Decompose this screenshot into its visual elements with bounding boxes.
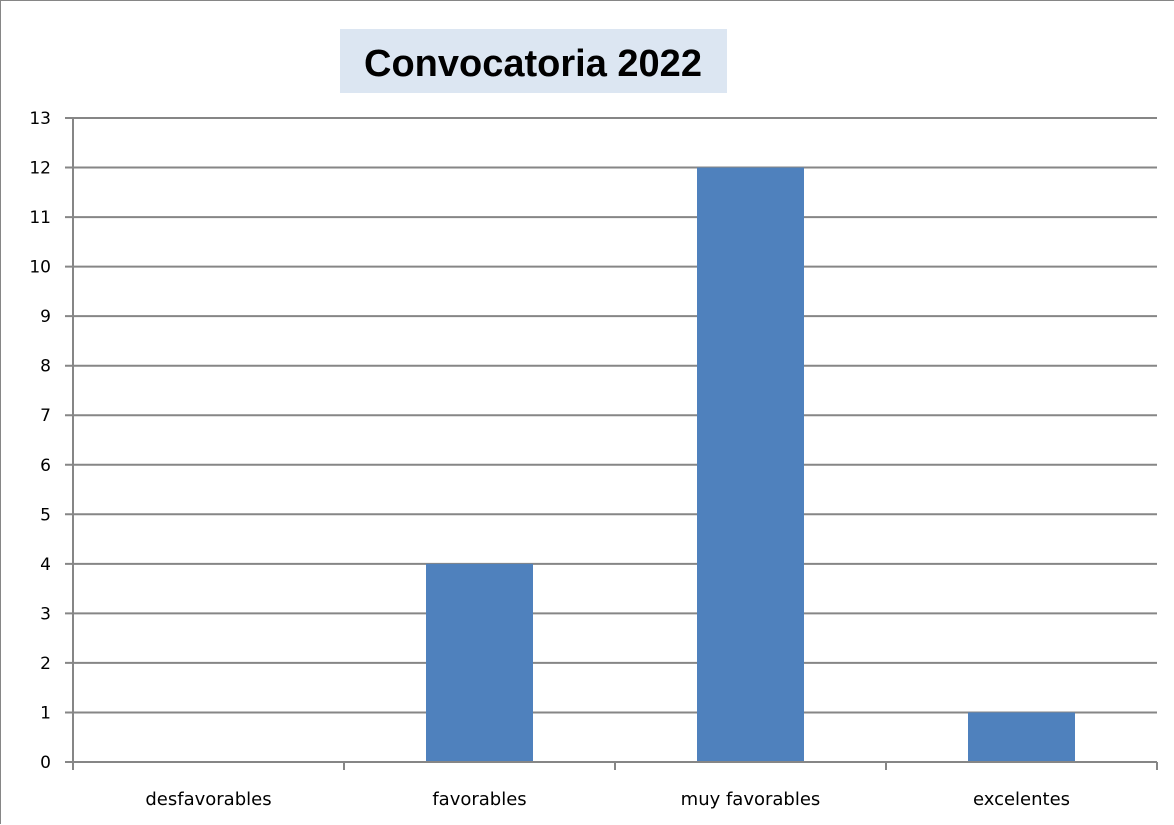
x-category-label: favorables: [432, 789, 526, 810]
chart-title-box: Convocatoria 2022: [340, 29, 727, 93]
bars: [426, 167, 1075, 763]
y-tick-label: 5: [40, 505, 51, 525]
y-tick-label: 10: [29, 258, 51, 278]
bar: [426, 563, 533, 762]
x-category-label: desfavorables: [145, 789, 271, 810]
y-tick-label: 3: [40, 604, 51, 624]
y-tick-label: 12: [29, 159, 51, 179]
y-tick-label: 0: [40, 753, 51, 773]
y-tick-label: 2: [40, 654, 51, 674]
x-category-label: excelentes: [973, 789, 1070, 810]
bar: [697, 167, 804, 763]
axes: [65, 118, 1158, 770]
bar: [968, 712, 1075, 762]
y-tick-label: 9: [40, 307, 51, 327]
y-tick-label: 13: [29, 109, 51, 129]
gridlines: [65, 117, 1157, 714]
y-tick-label: 4: [40, 555, 51, 575]
y-tick-label: 6: [40, 456, 51, 476]
y-tick-label: 7: [40, 406, 51, 426]
y-tick-label: 11: [29, 208, 51, 228]
x-axis-category-labels: desfavorables favorables muy favorables exc…: [145, 789, 1070, 810]
x-category-label: muy favorables: [681, 789, 821, 810]
chart-title: Convocatoria 2022: [364, 43, 702, 85]
chart-title-background: [340, 29, 727, 93]
y-tick-label: 8: [40, 357, 51, 377]
y-tick-label: 1: [40, 703, 51, 723]
